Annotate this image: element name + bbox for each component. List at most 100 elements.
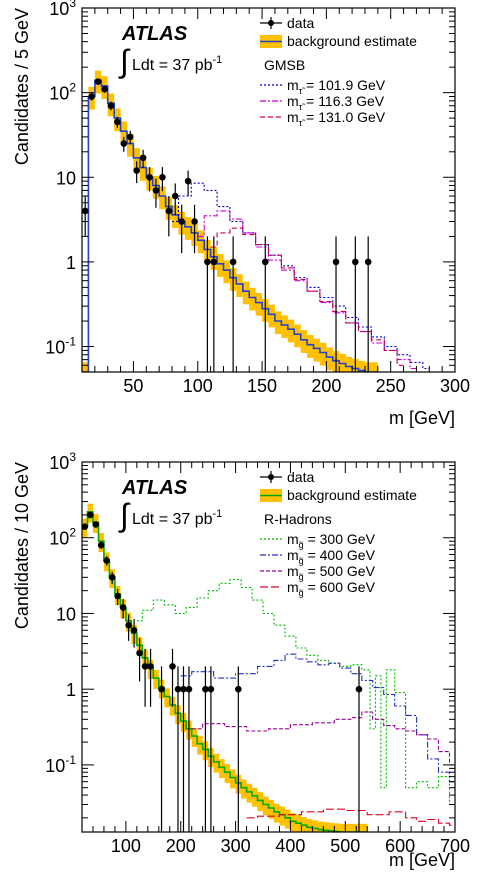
data-point [126,133,134,141]
background-band-bin [323,822,329,832]
x-tick-label: 600 [385,836,415,856]
data-point [207,685,215,693]
legend-data-label: data [287,469,314,485]
background-band-bin [328,822,335,832]
background-band-bin [249,287,256,311]
background-band-bin [279,806,285,826]
background-band-bin [230,769,236,789]
y-tick-label: 103 [49,0,76,19]
background-band-bin [159,186,166,210]
data-point [202,685,209,693]
data-point [355,685,363,693]
legend-signal-label: mg̃ = 600 GeV [287,579,376,598]
background-band-bin [294,324,301,348]
data-point [147,663,154,670]
background-band-bin [197,230,205,254]
data-point [141,663,149,670]
x-tick-label: 50 [123,376,143,396]
x-tick-label: 100 [111,836,141,856]
data-point [130,626,138,634]
data-point [125,621,132,629]
signal-curve-4 [246,808,455,826]
legend-signal-label: mg̃ = 400 GeV [287,547,376,566]
data-point [88,93,95,100]
data-point [120,140,128,147]
x-axis-label: m [GeV] [389,850,455,870]
data-points [82,78,372,372]
data-point [364,258,372,266]
legend-signal-label: mg̃ = 300 GeV [287,531,376,550]
background-band-bin [287,319,295,343]
data-point [82,523,89,530]
integral-sign: ∫ [118,43,131,79]
y-tick-label: 10-1 [45,753,76,776]
legend-background-label: background estimate [287,487,417,503]
data-point [171,192,179,200]
background-band-bin [191,727,198,747]
data-point [139,154,147,162]
y-tick-label: 1 [66,253,76,273]
signal-curve-3 [210,227,404,366]
data-point [146,173,153,181]
data-point [119,604,127,611]
legend-signal-label: mg̃ = 500 GeV [287,563,376,582]
background-band-bin [317,821,324,832]
data-point [94,78,102,85]
background-band-bin [223,260,230,284]
background-band-bin [139,157,147,181]
x-tick-label: 150 [247,376,277,396]
x-axis-label: m [GeV] [389,408,455,428]
integral-sign: ∫ [118,497,131,533]
background-band-bin [312,820,318,832]
y-tick-label: 102 [49,81,76,104]
atlas-label: ATLAS [121,477,188,499]
background-band-bin [219,759,225,779]
data-point [101,85,108,93]
legend-group-title: GMSB [264,57,305,73]
signal-curve-1 [172,182,430,370]
data-point [152,187,160,194]
background-band-bin [153,669,159,689]
background-band-bin [273,803,280,823]
data-point [133,167,140,174]
data-point [158,685,165,693]
background-band-bin [133,148,140,171]
legend-group-title: R-Hadrons [264,511,332,527]
data-point [103,557,110,564]
plot-area [82,503,455,832]
background-band-bin [246,783,253,803]
background-band-bin [268,304,275,328]
x-tick-label: 100 [183,376,213,396]
background-band-bin [268,799,274,819]
background-band-bin [350,823,357,832]
data-point [261,258,269,266]
background-band-bin [306,819,313,832]
legend-data-label: data [287,15,314,31]
background-band-bin [345,356,353,372]
data-point [332,258,340,266]
background-band-bin [307,335,314,358]
background-band-bin [371,362,378,372]
background-band-bin [284,809,291,829]
legend-signal-label: mτ̃ = 101.9 GeV [287,77,386,96]
y-tick-label: 102 [49,526,76,549]
data-point [178,218,185,225]
experiment-annotation: ATLAS∫ Ldt = 37 pb-1 [118,477,222,533]
background-band-bin [263,796,269,816]
luminosity-label: Ldt = 37 pb-1 [132,54,222,74]
data-point [165,207,173,215]
data-point [86,511,94,519]
background-band-bin [313,338,320,362]
background-band-bin [257,792,264,812]
background-band-bin [184,217,192,240]
y-axis-label: Candidates / 10 GeV [12,462,32,629]
background-band-bin [290,813,296,832]
background-band-bin [242,281,250,305]
x-tick-label: 300 [440,376,470,396]
background-band-bin [164,688,170,708]
signal-curve-2 [180,653,455,783]
data-point [174,685,182,693]
